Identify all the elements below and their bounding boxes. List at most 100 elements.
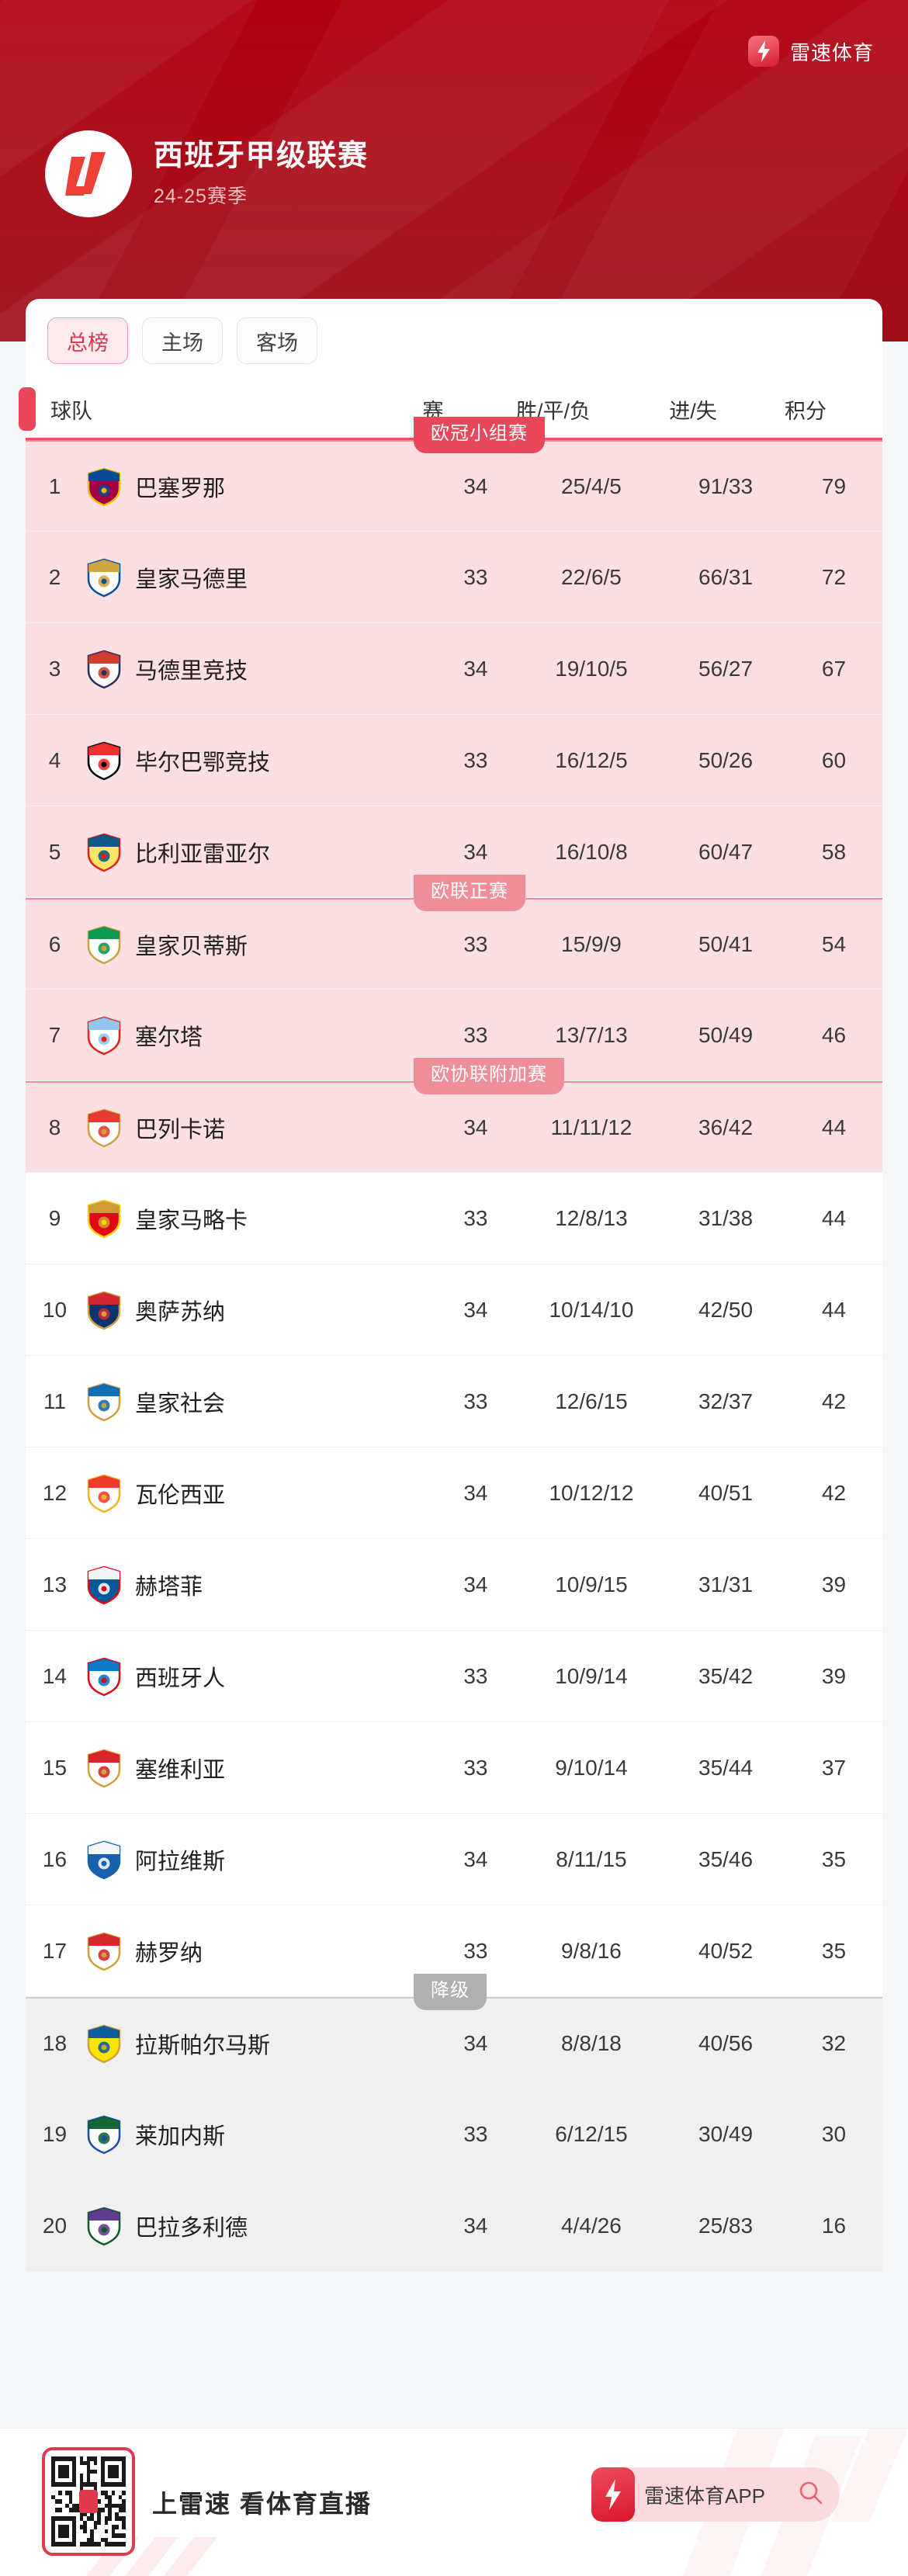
played-value: 33 (463, 1938, 488, 1963)
points-value: 44 (821, 1115, 847, 1139)
points-value: 30 (821, 2121, 847, 2146)
lightning-bolt-icon (591, 2467, 635, 2522)
goals-value: 35/42 (698, 1663, 754, 1688)
rank-number: 15 (42, 1755, 68, 1780)
wdl-value: 19/10/5 (555, 656, 628, 681)
tab-away[interactable]: 客场 (237, 317, 317, 364)
team-name: 皇家马德里 (135, 567, 248, 592)
valencia-crest (84, 1473, 124, 1513)
app-download-pill[interactable]: 雷速体育APP (591, 2467, 840, 2522)
standings-card: 总榜 主场 客场 球队 赛 胜/平/负 进/失 积分 欧冠小组赛 1 巴塞罗那 34 2… (19, 299, 882, 2272)
goals-value: 35/44 (698, 1755, 754, 1780)
table-row[interactable]: 降级 18 拉斯帕尔马斯 34 8/8/18 40/56 32 (26, 1974, 882, 2089)
wdl-value: 10/9/14 (555, 1663, 628, 1688)
table-row[interactable]: 16 阿拉维斯 34 8/11/15 35/46 35 (26, 1814, 882, 1905)
points-value: 42 (821, 1480, 847, 1505)
table-row[interactable]: 欧冠小组赛 1 巴塞罗那 34 25/4/5 91/33 79 (26, 417, 882, 532)
qr-code[interactable] (42, 2447, 135, 2556)
table-row[interactable]: 20 巴拉多利德 34 4/4/26 25/83 16 (26, 2180, 882, 2272)
table-row[interactable]: 9 皇家马略卡 33 12/8/13 31/38 44 (26, 1173, 882, 1264)
table-row[interactable]: 3 马德里竞技 34 19/10/5 56/27 67 (26, 623, 882, 715)
las-palmas-crest (84, 2023, 124, 2064)
getafe-crest (84, 1565, 124, 1605)
wdl-value: 4/4/26 (561, 2214, 622, 2238)
table-row[interactable]: 19 莱加内斯 33 6/12/15 30/49 30 (26, 2089, 882, 2180)
app-label: 雷速体育APP (644, 2484, 766, 2508)
team-cell: 皇家马略卡 (84, 1198, 435, 1239)
lightning-bolt-icon (747, 36, 779, 67)
brand-logo: 雷速体育 (747, 36, 874, 67)
goals-value: 50/41 (698, 931, 754, 956)
points-value: 35 (821, 1938, 847, 1963)
team-name: 马德里竞技 (135, 658, 248, 684)
table-row[interactable]: 欧协联附加赛 8 巴列卡诺 34 11/11/12 36/42 44 (26, 1058, 882, 1173)
goals-value: 31/38 (698, 1205, 754, 1230)
tab-home[interactable]: 主场 (142, 317, 223, 364)
table-row[interactable]: 12 瓦伦西亚 34 10/12/12 40/51 42 (26, 1447, 882, 1539)
played-value: 34 (463, 656, 488, 681)
table-row[interactable]: 4 毕尔巴鄂竞技 33 16/12/5 50/26 60 (26, 715, 882, 806)
team-name: 赫塔菲 (135, 1574, 203, 1600)
team-name: 莱加内斯 (135, 2124, 226, 2149)
search-icon[interactable] (798, 2480, 824, 2510)
team-cell: 马德里竞技 (84, 649, 435, 689)
table-row[interactable]: 2 皇家马德里 33 22/6/5 66/31 72 (26, 532, 882, 623)
real-madrid-crest (84, 557, 124, 598)
goals-value: 60/47 (698, 839, 754, 864)
table-row[interactable]: 7 塞尔塔 33 13/7/13 50/49 46 (26, 990, 882, 1081)
table-row[interactable]: 10 奥萨苏纳 34 10/14/10 42/50 44 (26, 1264, 882, 1356)
real-sociedad-crest (84, 1382, 124, 1422)
footer-slogan: 上雷速 看体育直播 (152, 2490, 372, 2518)
team-name: 塞尔塔 (135, 1025, 203, 1050)
goals-value: 25/83 (698, 2214, 754, 2238)
wdl-value: 12/8/13 (555, 1205, 628, 1230)
column-header-goals: 进/失 (669, 400, 717, 423)
played-value: 33 (463, 1205, 488, 1230)
rank-number: 2 (48, 564, 61, 589)
rank-number: 9 (48, 1205, 61, 1230)
team-cell: 赫塔菲 (84, 1565, 435, 1605)
rank-number: 17 (42, 1938, 68, 1963)
rank-number: 13 (42, 1572, 68, 1597)
played-value: 34 (463, 1572, 488, 1597)
rank-number: 20 (42, 2214, 68, 2238)
team-name: 西班牙人 (135, 1666, 226, 1691)
goals-value: 40/56 (698, 2030, 754, 2055)
played-value: 34 (463, 839, 488, 864)
team-cell: 比利亚雷亚尔 (84, 832, 435, 872)
wdl-value: 22/6/5 (561, 564, 622, 589)
points-value: 67 (821, 656, 847, 681)
table-row[interactable]: 欧联正赛 6 皇家贝蒂斯 33 15/9/9 50/41 54 (26, 875, 882, 990)
athletic-bilbao-crest (84, 740, 124, 781)
rank-number: 16 (42, 1846, 68, 1871)
team-cell: 莱加内斯 (84, 2114, 435, 2155)
table-row[interactable]: 15 塞维利亚 33 9/10/14 35/44 37 (26, 1722, 882, 1814)
wdl-value: 25/4/5 (561, 473, 622, 498)
table-row[interactable]: 13 赫塔菲 34 10/9/15 31/31 39 (26, 1539, 882, 1631)
team-cell: 阿拉维斯 (84, 1839, 435, 1880)
atletico-madrid-crest (84, 649, 124, 689)
team-name: 赫罗纳 (135, 1940, 203, 1966)
rank-number: 1 (48, 473, 61, 498)
team-name: 毕尔巴鄂竞技 (135, 750, 271, 775)
laliga-logo (45, 130, 132, 217)
tab-total[interactable]: 总榜 (47, 317, 128, 364)
table-row[interactable]: 11 皇家社会 33 12/6/15 32/37 42 (26, 1356, 882, 1447)
team-cell: 赫罗纳 (84, 1931, 435, 1971)
real-betis-crest (84, 924, 124, 965)
goals-value: 40/52 (698, 1938, 754, 1963)
goals-value: 50/26 (698, 747, 754, 772)
points-value: 35 (821, 1846, 847, 1871)
rank-number: 6 (48, 931, 61, 956)
table-row[interactable]: 14 西班牙人 33 10/9/14 35/42 39 (26, 1631, 882, 1722)
wdl-value: 12/6/15 (555, 1389, 628, 1413)
points-value: 42 (821, 1389, 847, 1413)
points-value: 79 (821, 473, 847, 498)
points-value: 54 (821, 931, 847, 956)
team-cell: 瓦伦西亚 (84, 1473, 435, 1513)
played-value: 33 (463, 1022, 488, 1047)
wdl-value: 13/7/13 (555, 1022, 628, 1047)
wdl-value: 11/11/12 (550, 1115, 632, 1139)
played-value: 34 (463, 1297, 488, 1322)
wdl-value: 8/8/18 (561, 2030, 622, 2055)
